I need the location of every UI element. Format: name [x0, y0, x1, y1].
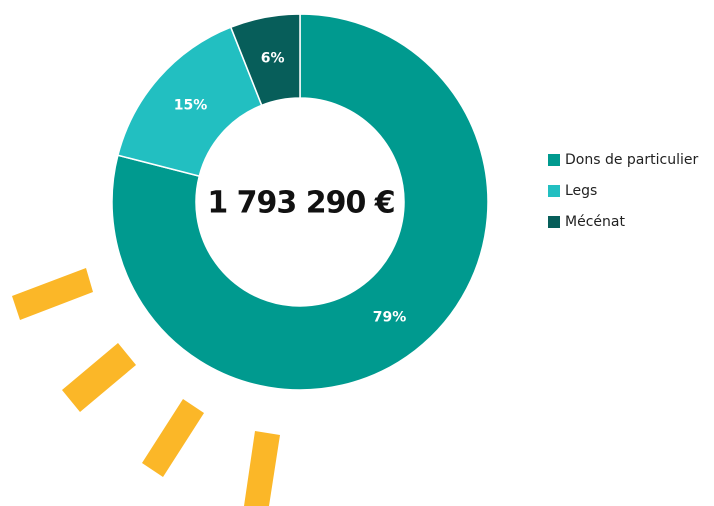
slice-label: 6% — [261, 51, 285, 67]
legend-swatch — [548, 185, 560, 197]
slice-label: 79% — [373, 309, 407, 325]
legend-swatch — [548, 154, 560, 166]
legend-swatch — [548, 216, 560, 228]
slice-label: 15% — [174, 97, 208, 113]
legend-label: Dons de particulier — [565, 152, 698, 168]
chart: 79% 15% 6% 1 793 290 € Dons de particulier… — [0, 0, 714, 506]
center-total: 1 793 290 € — [207, 186, 394, 221]
legend-label: Legs — [565, 183, 597, 199]
legend-label: Mécénat — [565, 214, 625, 230]
